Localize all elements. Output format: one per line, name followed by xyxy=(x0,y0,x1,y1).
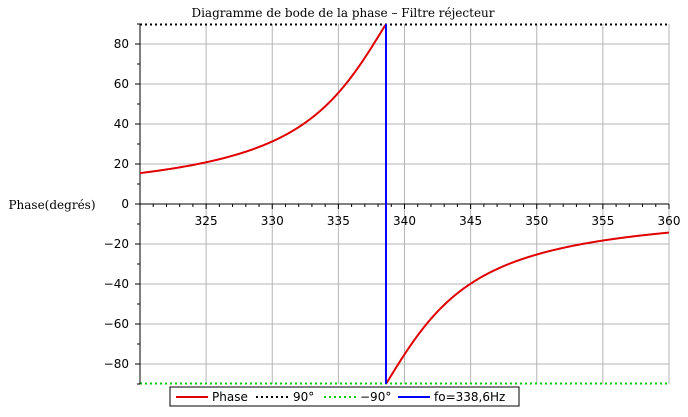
legend-label: fo=338,6Hz xyxy=(434,390,505,404)
legend: Phase 90° −90° fo=338,6Hz xyxy=(169,386,520,407)
y-tick-label: 40 xyxy=(114,117,129,131)
axes: 80 60 40 20 0 −20 −40 −60 −80 325 330 335 340 345 350 3… xyxy=(104,23,681,385)
x-tick-label: 345 xyxy=(459,214,482,228)
x-tick-label: 335 xyxy=(327,214,350,228)
phase-curve-right xyxy=(385,231,669,384)
x-tick-label: 350 xyxy=(525,214,548,228)
y-tick-label: 80 xyxy=(114,37,129,51)
y-tick-label: −40 xyxy=(104,277,129,291)
y-tick-label: 0 xyxy=(121,197,129,211)
x-tick-label: 340 xyxy=(393,214,416,228)
y-tick-label: 60 xyxy=(114,77,129,91)
y-tick-label: 20 xyxy=(114,157,129,171)
x-tick-label: 360 xyxy=(658,214,681,228)
legend-label: −90° xyxy=(360,390,391,404)
y-tick-label: −60 xyxy=(104,317,129,331)
chart-title: Diagramme de bode de la phase – Filtre r… xyxy=(191,6,494,20)
x-tick-label: 355 xyxy=(591,214,614,228)
y-axis-label: Phase(degrés) xyxy=(8,198,95,212)
x-tick-label: 330 xyxy=(261,214,284,228)
x-tick-label: 325 xyxy=(195,214,218,228)
legend-label: Phase xyxy=(212,390,248,404)
phase-curve-left xyxy=(139,24,387,175)
reference-lines xyxy=(140,23,669,385)
legend-label: 90° xyxy=(293,390,314,404)
series-layer xyxy=(139,24,669,384)
y-tick-label: −80 xyxy=(104,357,129,371)
y-tick-label: −20 xyxy=(104,237,129,251)
